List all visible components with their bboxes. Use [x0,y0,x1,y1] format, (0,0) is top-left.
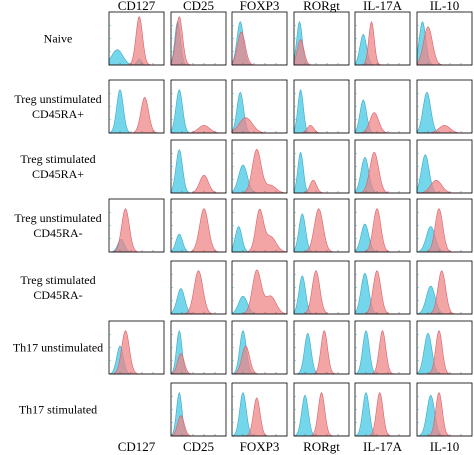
row-label: Th17 stimulated [19,403,97,417]
histogram-panel [231,198,288,253]
histogram-panel [416,320,473,375]
histogram-panel [231,320,288,375]
histogram-panel [293,260,350,315]
column-header-bottom: CD25 [183,439,214,454]
histogram-panel [231,139,288,194]
row-label: Treg stimulated [20,273,95,287]
row-label: CD45RA- [33,288,82,302]
stained-histogram [231,31,287,66]
row-label: Naive [44,32,73,46]
histogram-panel [293,139,350,194]
histogram-panel [108,320,165,375]
histogram-panel [293,382,350,437]
histogram-panel [170,139,227,194]
control-histogram [416,154,472,194]
histogram-panel [108,79,165,134]
histogram-panel [354,260,411,315]
row-label: CD45RA- [33,226,82,240]
row-label: Th17 unstimulated [13,341,103,355]
column-headers-top: CD127 CD25 FOXP3 RORgt IL-17A IL-10 [118,0,460,13]
column-header-top: CD25 [183,0,214,13]
row-label: Treg unstimulated [14,92,101,106]
control-histogram [170,89,226,134]
histogram-panel [170,79,227,134]
histogram-panel [354,11,411,66]
histogram-panel [354,320,411,375]
histogram-panel [416,79,473,134]
histogram-panel [354,382,411,437]
histogram-panel [293,11,350,66]
row-label: CD45RA+ [32,167,84,181]
histogram-panel [108,198,165,253]
histogram-panel [293,320,350,375]
histogram-panel [231,382,288,437]
column-header-top: IL-10 [430,0,460,13]
stained-histogram [170,15,226,66]
stained-histogram [170,353,226,375]
panel-frame [108,198,165,253]
column-header-bottom: IL-17A [363,439,403,454]
histogram-panel [170,320,227,375]
column-header-top: RORgt [303,0,340,13]
column-header-bottom: FOXP3 [240,439,280,454]
column-headers-bottom: CD127 CD25 FOXP3 RORgt IL-17A IL-10 [118,439,460,454]
stained-histogram [170,415,226,437]
histogram-panel [293,198,350,253]
histogram-panel [354,139,411,194]
histogram-panel [354,79,411,134]
histogram-panel [170,11,227,66]
histogram-panel [231,260,288,315]
column-header-bottom: CD127 [118,439,156,454]
column-header-top: IL-17A [363,0,403,13]
histogram-panel [170,382,227,437]
control-histogram [293,151,349,194]
control-histogram [354,33,410,66]
row-label: Treg stimulated [20,152,95,166]
control-histogram [293,89,349,134]
histogram-panel [416,382,473,437]
histogram-panel [416,139,473,194]
histogram-panel [416,260,473,315]
histogram-panel [170,260,227,315]
histogram-panel [416,198,473,253]
histogram-panel [170,198,227,253]
control-histogram [108,89,164,134]
row-label: CD45RA+ [32,107,84,121]
row-label: Treg unstimulated [14,211,101,225]
stained-histogram [293,39,349,66]
histogram-panel [108,11,165,66]
histogram-panel [416,11,473,66]
stained-histogram [416,26,472,66]
histogram-panel [231,79,288,134]
column-header-top: CD127 [118,0,156,13]
histogram-panel [293,79,350,134]
histogram-panel [231,11,288,66]
histogram-panel [354,198,411,253]
column-header-bottom: RORgt [303,439,340,454]
column-header-bottom: IL-10 [430,439,460,454]
column-header-top: FOXP3 [240,0,280,13]
histogram-panels [108,11,473,437]
control-histogram [354,99,410,134]
